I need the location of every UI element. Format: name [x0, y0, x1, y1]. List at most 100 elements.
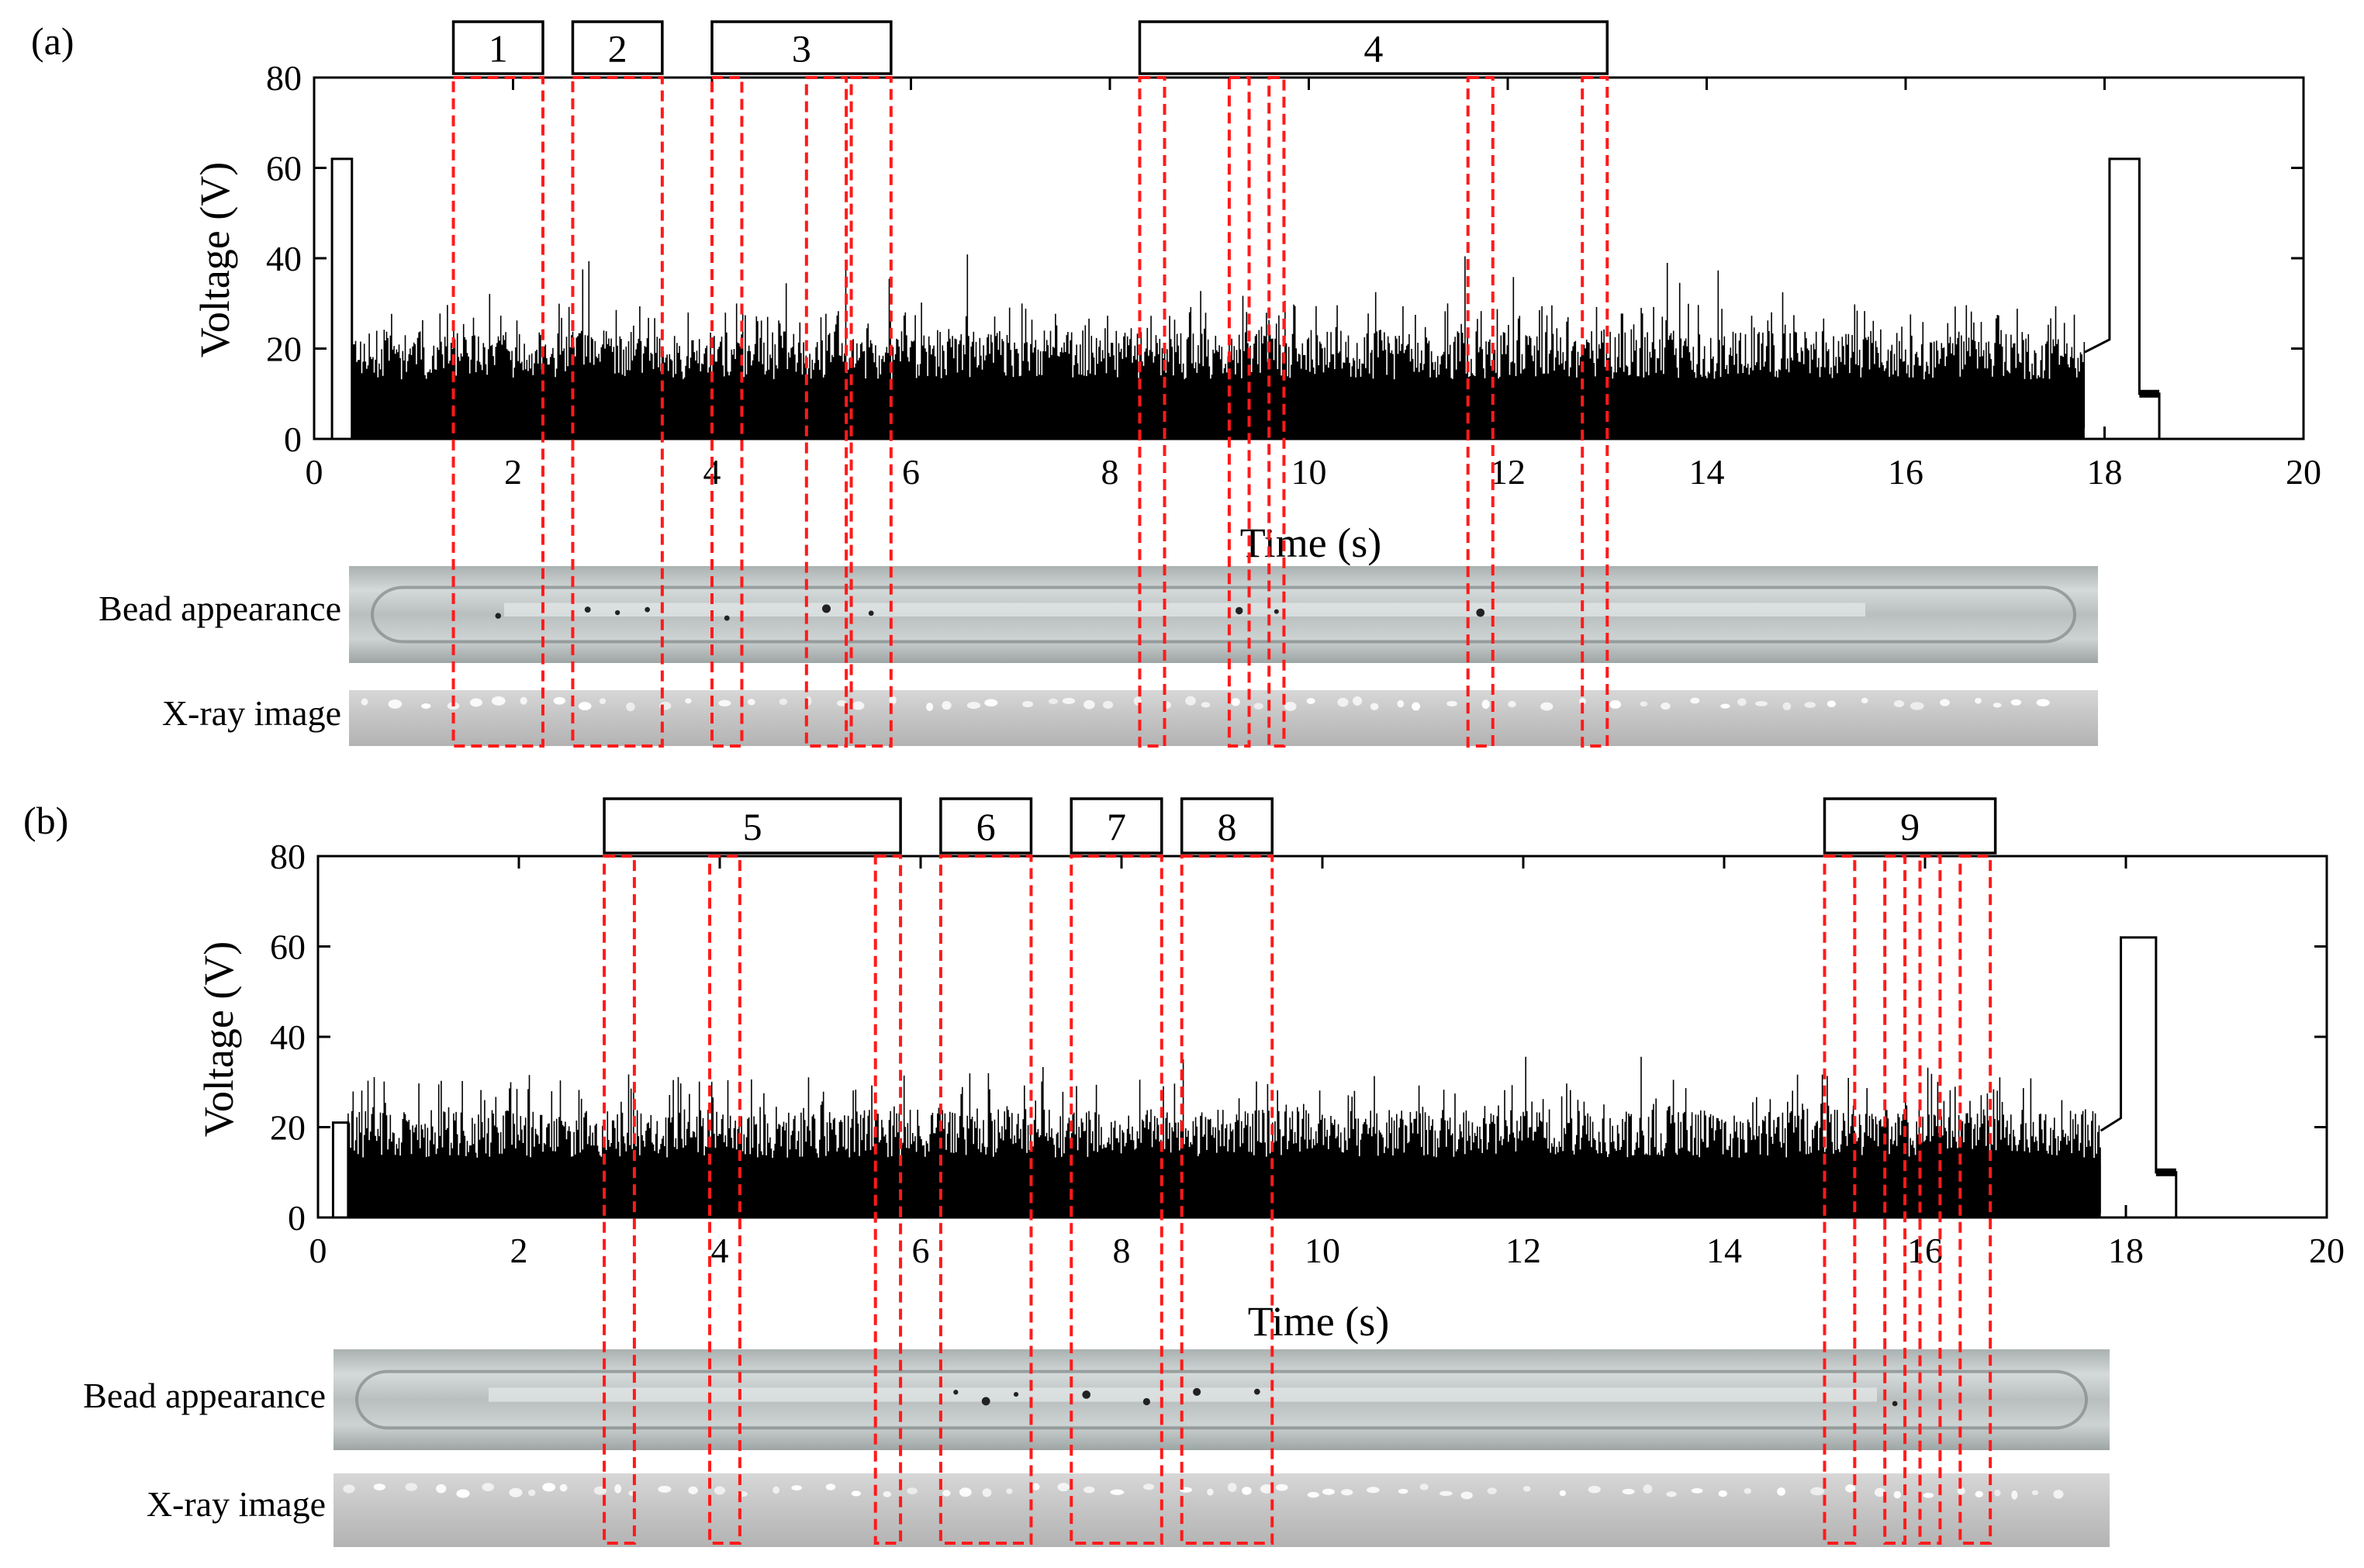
panel-b-xray-pore: [1307, 1491, 1319, 1498]
panel-a-xray-pore: [837, 699, 847, 706]
panel-a-xray-pore: [361, 698, 368, 706]
panel-a-xtick-label: 14: [1689, 452, 1725, 492]
panel-b-xray-pore: [1957, 1487, 1965, 1495]
panel-a-welding-band: [351, 385, 2085, 439]
panel-b-xray-pore: [456, 1489, 470, 1498]
panel-a-defect-window: [1581, 76, 1609, 748]
panel-b-bead-pore: [1013, 1392, 1019, 1397]
panel-b-xray-image: [334, 1473, 2110, 1547]
panel-a-xray-pore: [1352, 696, 1363, 706]
panel-b-signal: [331, 936, 2178, 1217]
panel-b-xray-pore: [1622, 1488, 1635, 1495]
panel-b-xray-pore: [907, 1487, 918, 1495]
panel-b-xtick-label: 8: [1113, 1231, 1131, 1270]
panel-a-xray-pore: [491, 696, 506, 706]
panel-b-xray-pore: [1744, 1487, 1752, 1494]
panel-b-xray-pore: [1057, 1483, 1070, 1492]
panel-b-xlabel: Time (s): [1248, 1298, 1390, 1345]
panel-a-xtick-label: 16: [1888, 452, 1923, 492]
panel-b-defect-window: [1883, 855, 1907, 1545]
panel-a-xray-pore: [718, 699, 731, 706]
panel-b-defect-window: [1918, 855, 1942, 1545]
panel-a-xray-pore: [578, 702, 592, 710]
panel-a-xray-pore: [1481, 699, 1490, 710]
panel-b-defect-window: [1180, 855, 1274, 1545]
panel-a-xray-pore: [1397, 699, 1405, 708]
panel-a-arc-end-pulse: [2084, 157, 2161, 439]
panel-b-bead-pore: [1892, 1400, 1898, 1407]
panel-b-xray-pore: [1110, 1489, 1125, 1495]
panel-a-group-label: 2: [608, 27, 627, 71]
panel-a-xray-pore: [1975, 697, 1982, 704]
panel-a-defect-window: [1227, 76, 1251, 748]
panel-b-xray-pore: [982, 1488, 992, 1497]
panel-a-xtick-label: 6: [902, 452, 920, 492]
panel-b-xray-pore: [959, 1487, 972, 1497]
panel-a-xray-pore: [1062, 697, 1076, 704]
panel-b-xray-pore: [1260, 1484, 1274, 1494]
panel-a-xray-pore: [1185, 696, 1196, 706]
panel-a-xray-pore: [1540, 702, 1554, 711]
panel-b-groups: 5 6 7 8 9: [603, 797, 1997, 855]
panel-a-xlabel: Time (s): [1240, 520, 1382, 566]
panel-a-xray-pore: [1609, 699, 1622, 709]
panel-b-xray-pore: [542, 1483, 556, 1492]
panel-a-xray-image: [349, 690, 2098, 746]
panel-b-xray-pore: [1691, 1487, 1703, 1494]
panel-b-xray-pore: [658, 1485, 672, 1493]
panel-a-ylabel: Voltage (V): [192, 162, 238, 357]
panel-a-xray-pore: [1861, 697, 1868, 704]
panel-a-xtick-label: 8: [1101, 452, 1119, 492]
panel-a-xray-pore: [1253, 703, 1263, 710]
panel-b-xray-pore: [1666, 1491, 1677, 1497]
panel-a-bead-label: Bead appearance: [98, 589, 341, 628]
panel-b-ytick-label: 20: [270, 1108, 306, 1148]
panel-b-xray-pore: [1718, 1490, 1727, 1497]
panel-a-xray-pore: [1201, 702, 1211, 708]
panel-b-ytick-label: 40: [270, 1017, 306, 1057]
panel-a-arc-start-pulse: [330, 157, 354, 439]
panel-b-xray-pore: [1975, 1490, 1983, 1498]
panel-b-xray-pore: [772, 1486, 780, 1494]
panel-a-bead-pore: [1274, 609, 1279, 614]
panel-a-xray-pore: [852, 701, 865, 710]
panel-b-bead-label: Bead appearance: [83, 1376, 326, 1415]
panel-b-xtick-label: 18: [2108, 1231, 2144, 1270]
panel-b-xtick-label: 12: [1505, 1231, 1541, 1270]
panel-b-xray-pore: [851, 1490, 861, 1497]
panel-b-xray-pore: [1006, 1488, 1013, 1494]
panel-a-defect-window: [571, 76, 664, 748]
panel-b-xtick-label: 2: [510, 1231, 528, 1270]
panel-b-bead-pore: [1142, 1397, 1150, 1406]
panel-a-xray-pore: [1446, 700, 1457, 707]
panel-b-xray-pore: [482, 1483, 495, 1492]
panel-a-xtick-label: 20: [2286, 452, 2321, 492]
panel-a-xray-pore: [1640, 701, 1648, 707]
panel-b-xray-pore: [1923, 1492, 1934, 1498]
panel-b-ytick-label: 60: [270, 927, 306, 967]
panel-b-xtick-label: 16: [1907, 1231, 1943, 1270]
panel-a-defect-window: [1466, 76, 1495, 748]
panel-b-xray-pore: [1994, 1489, 2001, 1497]
panel-b-bead-pore: [953, 1390, 959, 1395]
panel-a-xray-pore: [1910, 702, 1924, 710]
panel-a-label: (a): [31, 19, 74, 63]
panel-b-xray-pore: [2011, 1490, 2018, 1500]
panel-a-group-label: 4: [1363, 27, 1383, 71]
panel-a-group-label: 3: [792, 27, 811, 71]
panel-a-xray-pore: [1048, 698, 1059, 705]
panel-b-xray-pore: [405, 1483, 418, 1491]
panel-a-ytick-label: 80: [266, 58, 302, 98]
panel-a-signal: [330, 157, 2161, 439]
panel-b-xray-pore: [1439, 1490, 1453, 1497]
panel-a-defect-window: [1267, 76, 1286, 748]
panel-b-xray-pore: [2053, 1490, 2064, 1499]
panel-b-xray-pore: [791, 1485, 803, 1491]
panel-b-xray-strip: [334, 1473, 2110, 1547]
panel-b-xray-pore: [509, 1487, 523, 1497]
panel-a-xray-pore: [1690, 697, 1700, 704]
panel-a-xray-pore: [553, 696, 566, 705]
panel-a-xray-pore: [1370, 703, 1379, 710]
panel-b-group-box: [1823, 797, 1997, 855]
panel-b-xray-pore: [1398, 1488, 1408, 1494]
